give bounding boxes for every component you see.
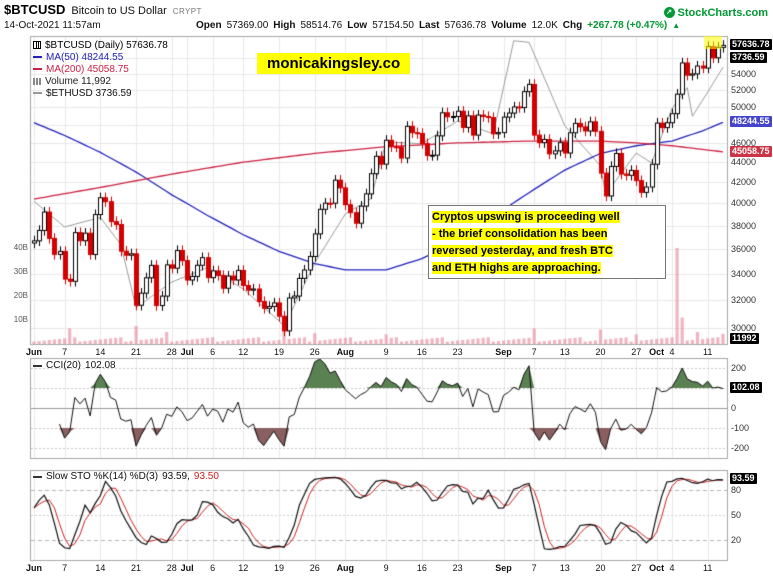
legend-item: MA(200) 45058.75 [33, 63, 168, 75]
legend-item: MA(50) 48244.55 [33, 51, 168, 63]
annotation-line: reversed yesterday, and fresh BTC [432, 245, 613, 257]
open-label: Open [196, 19, 222, 31]
annotation-row: - the brief consolidation has been [432, 225, 662, 242]
line-icon [33, 92, 42, 94]
line-icon [33, 56, 42, 58]
cci-label: CCI(20) [46, 360, 82, 371]
sto-legend: Slow STO %K(14) %D(3) 93.59, 93.50 [33, 471, 219, 482]
sto-label: Slow STO %K(14) %D(3) [46, 471, 159, 482]
datetime: 14-Oct-2021 11:57am [4, 19, 101, 31]
low-label: Low [347, 19, 368, 31]
main-legend: $BTCUSD (Daily) 57636.78 MA(50) 48244.55 M… [33, 39, 168, 99]
sto-k-value: 93.59, [162, 471, 190, 482]
annotation-line: - the brief consolidation has been [432, 228, 608, 240]
last-value: 57636.78 [444, 19, 487, 31]
chart-header: $BTCUSD Bitcoin to US Dollar CRYPT ↗ Sto… [0, 0, 773, 31]
legend-label: Volume 11,992 [45, 75, 111, 87]
brand-name: StockCharts.com [677, 6, 768, 19]
chg-label: Chg [562, 19, 583, 31]
annotation-line: Cryptos upswing is proceeding well [432, 211, 620, 223]
brand: ↗ StockCharts.com [663, 6, 768, 19]
line-icon [33, 364, 42, 367]
title-row: $BTCUSD Bitcoin to US Dollar CRYPT ↗ Sto… [0, 0, 773, 19]
quote-line: Open 57369.00 High 58514.76 Low 57154.50… [196, 20, 680, 31]
symbol-name: Bitcoin to US Dollar [71, 5, 167, 17]
line-icon [33, 68, 42, 70]
highlight-marker [704, 36, 722, 49]
chg-value: +267.78 (+0.47%) [587, 19, 668, 31]
annotation-row: reversed yesterday, and fresh BTC [432, 242, 662, 259]
legend-item: Volume 11,992 [33, 75, 168, 87]
chg-up-icon: ▲ [672, 20, 681, 30]
quote-row: 14-Oct-2021 11:57am Open 57369.00 High 5… [0, 19, 773, 31]
legend-label: $BTCUSD (Daily) 57636.78 [45, 39, 168, 51]
stockcharts-logo-icon: ↗ [663, 7, 675, 18]
cci-legend: CCI(20) 102.08 [33, 360, 116, 371]
legend-label: MA(50) 48244.55 [46, 51, 124, 63]
open-value: 57369.00 [226, 19, 269, 31]
cci-value: 102.08 [85, 360, 116, 371]
legend-label: MA(200) 45058.75 [46, 63, 129, 75]
annotation-box: Cryptos upswing is proceeding well - the… [428, 205, 666, 279]
candle-icon [33, 41, 41, 49]
legend-item: $BTCUSD (Daily) 57636.78 [33, 39, 168, 51]
annotation-row: and ETH highs are approaching. [432, 259, 662, 276]
volume-value: 12.0K [531, 19, 558, 31]
watermark: monicakingsley.co [257, 53, 411, 74]
sto-d-value: 93.50 [193, 471, 219, 482]
volume-label: Volume [491, 19, 527, 31]
annotation-line: and ETH highs are approaching. [432, 262, 601, 274]
high-value: 58514.76 [300, 19, 343, 31]
exchange: CRYPT [172, 7, 202, 16]
last-label: Last [418, 19, 440, 31]
annotation-row: Cryptos upswing is proceeding well [432, 208, 662, 225]
vol-icon [33, 77, 41, 85]
high-label: High [273, 19, 296, 31]
legend-label: $ETHUSD 3736.59 [46, 87, 132, 99]
line-icon [33, 475, 42, 478]
symbol: $BTCUSD [4, 2, 66, 17]
legend-item: $ETHUSD 3736.59 [33, 87, 168, 99]
low-value: 57154.50 [372, 19, 414, 31]
